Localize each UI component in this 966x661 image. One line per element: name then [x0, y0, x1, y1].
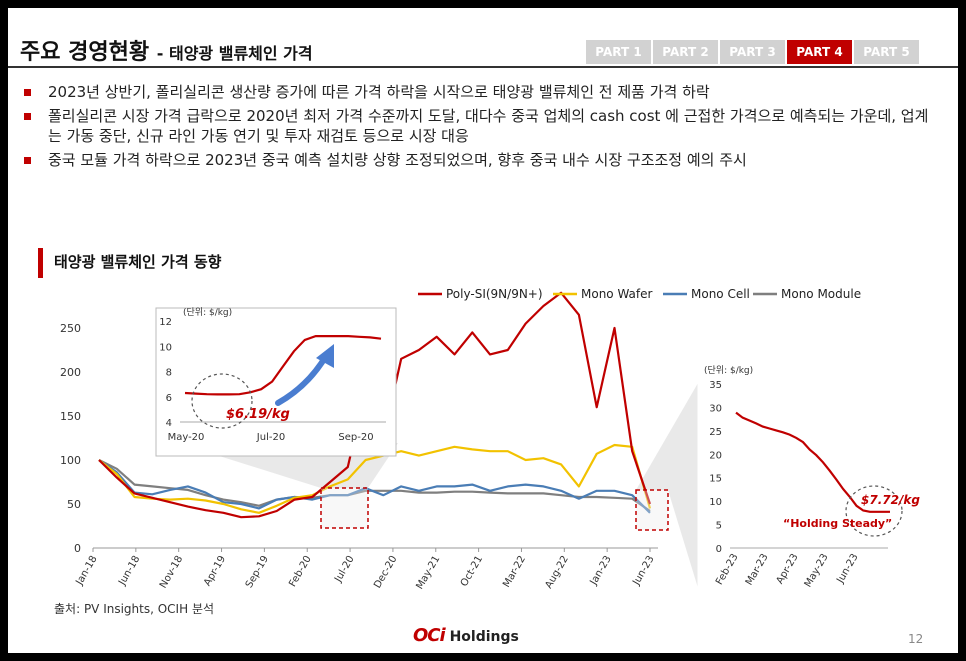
main-y-tick-label: 200	[60, 366, 81, 379]
inset-2020-arrow-head	[316, 344, 334, 368]
part-tab-1[interactable]: PART 1	[586, 40, 651, 64]
inset-2023-unit: (단위: $/kg)	[704, 365, 753, 376]
zoom-box-2023	[635, 489, 669, 531]
main-x-tick-label: Apr-19	[202, 554, 228, 588]
main-y-tick-label: 250	[60, 322, 81, 335]
main-y-tick-label: 150	[60, 410, 81, 423]
zoom-wedge-right	[636, 383, 698, 588]
main-x-tick-label: Dec-20	[372, 554, 399, 590]
inset-2023-y-tick-label: 15	[709, 474, 722, 485]
inset-2023-y-tick-label: 10	[709, 497, 722, 508]
part-tab-2[interactable]: PART 2	[653, 40, 718, 64]
inset-2020-y-tick-label: 10	[159, 342, 172, 353]
section-marker	[38, 248, 43, 278]
main-x-tick-label: Oct-21	[459, 554, 485, 589]
inset-2020-frame	[155, 307, 397, 457]
inset-2020-x-tick-label: Jul-20	[256, 432, 285, 443]
inset-2023-y-tick-label: 30	[709, 403, 722, 414]
part-tab-4[interactable]: PART 4	[787, 40, 852, 64]
logo-text: Holdings	[449, 629, 519, 645]
inset-2020-y-tick-label: 6	[166, 393, 172, 404]
inset-2023-y-tick-label: 35	[709, 380, 722, 391]
main-x-tick-label: May-21	[414, 554, 442, 591]
inset-2020-line	[184, 335, 382, 396]
title-divider	[8, 66, 958, 68]
inset-2023-line	[735, 411, 890, 513]
zoom-box-2020	[320, 487, 369, 529]
slide: 주요 경영현황 - 태양광 밸류체인 가격 PART 1 PART 2 PART 3…	[8, 8, 958, 653]
inset-2020-y-tick-label: 12	[159, 317, 172, 328]
inset-2020-x-tick-label: May-20	[168, 432, 205, 443]
legend-label-module: Mono Module	[781, 287, 861, 301]
title-sub: - 태양광 밸류체인 가격	[156, 44, 313, 63]
main-y-tick-label: 50	[67, 498, 81, 511]
inset-2020-highlight-circle	[191, 373, 253, 429]
main-x-tick-label: Feb-20	[287, 554, 314, 589]
main-x-tick-label: Jan-18	[74, 554, 100, 588]
source-note: 출처: PV Insights, OCIH 분석	[54, 602, 215, 616]
series-line-wafer	[98, 443, 652, 514]
inset-2023-y-tick-label: 0	[716, 544, 722, 555]
inset-2023-annotation-2: “Holding Steady”	[783, 517, 892, 530]
company-logo: OCi Holdings	[413, 625, 519, 646]
inset-2023-annotation: $7.72/kg	[861, 493, 920, 507]
part-tab-5[interactable]: PART 5	[854, 40, 919, 64]
main-x-tick-label: Aug-22	[543, 554, 570, 591]
inset-2020-x-tick-label: Sep-20	[338, 432, 373, 443]
series-line-cell	[98, 459, 651, 514]
page-title: 주요 경영현황 - 태양광 밸류체인 가격	[20, 34, 313, 66]
main-x-tick-label: Jun-23	[631, 554, 657, 588]
bullet-item: 2023년 상반기, 폴리실리콘 생산량 증가에 따른 가격 하락을 시작으로 …	[22, 82, 942, 102]
bullet-list: 2023년 상반기, 폴리실리콘 생산량 증가에 따른 가격 하락을 시작으로 …	[22, 82, 942, 174]
inset-2023-y-tick-label: 5	[716, 521, 722, 532]
inset-2023-highlight-circle	[845, 485, 903, 537]
main-y-tick-label: 100	[60, 454, 81, 467]
inset-2023-y-tick-label: 20	[709, 450, 722, 461]
inset-2020-annotation: $6.19/kg	[226, 407, 290, 422]
part-tabs: PART 1 PART 2 PART 3 PART 4 PART 5	[586, 40, 921, 64]
main-x-tick-label: Jul-20	[332, 554, 356, 585]
section-title: 태양광 밸류체인 가격 동향	[54, 253, 222, 271]
legend-label-cell: Mono Cell	[691, 287, 750, 301]
inset-2020-unit: (단위: $/kg)	[183, 307, 232, 318]
bullet-item: 폴리실리콘 시장 가격 급락으로 2020년 최저 가격 수준까지 도달, 대다…	[22, 106, 942, 146]
inset-2020-y-tick-label: 8	[166, 368, 172, 379]
inset-2020-y-tick-label: 4	[166, 418, 172, 429]
inset-2023-y-tick-label: 25	[709, 427, 722, 438]
logo-mark: OCi	[413, 625, 446, 646]
main-x-tick-label: Mar-22	[501, 554, 528, 589]
part-tab-3[interactable]: PART 3	[720, 40, 785, 64]
main-x-tick-label: Nov-18	[158, 554, 185, 590]
main-x-tick-label: Sep-19	[244, 554, 271, 590]
main-x-tick-label: Jan-23	[588, 554, 614, 588]
bullet-item: 중국 모듈 가격 하락으로 2023년 중국 예측 설치량 상향 조정되었으며,…	[22, 150, 942, 170]
main-y-tick-label: 0	[74, 542, 81, 555]
legend-label-wafer: Mono Wafer	[581, 287, 653, 301]
page-number: 12	[908, 632, 924, 646]
main-x-tick-label: Jun-18	[116, 554, 142, 588]
inset-2023-frame	[697, 365, 893, 597]
title-main: 주요 경영현황	[20, 40, 150, 65]
legend-label-poly: Poly-SI(9N/9N+)	[446, 287, 543, 301]
